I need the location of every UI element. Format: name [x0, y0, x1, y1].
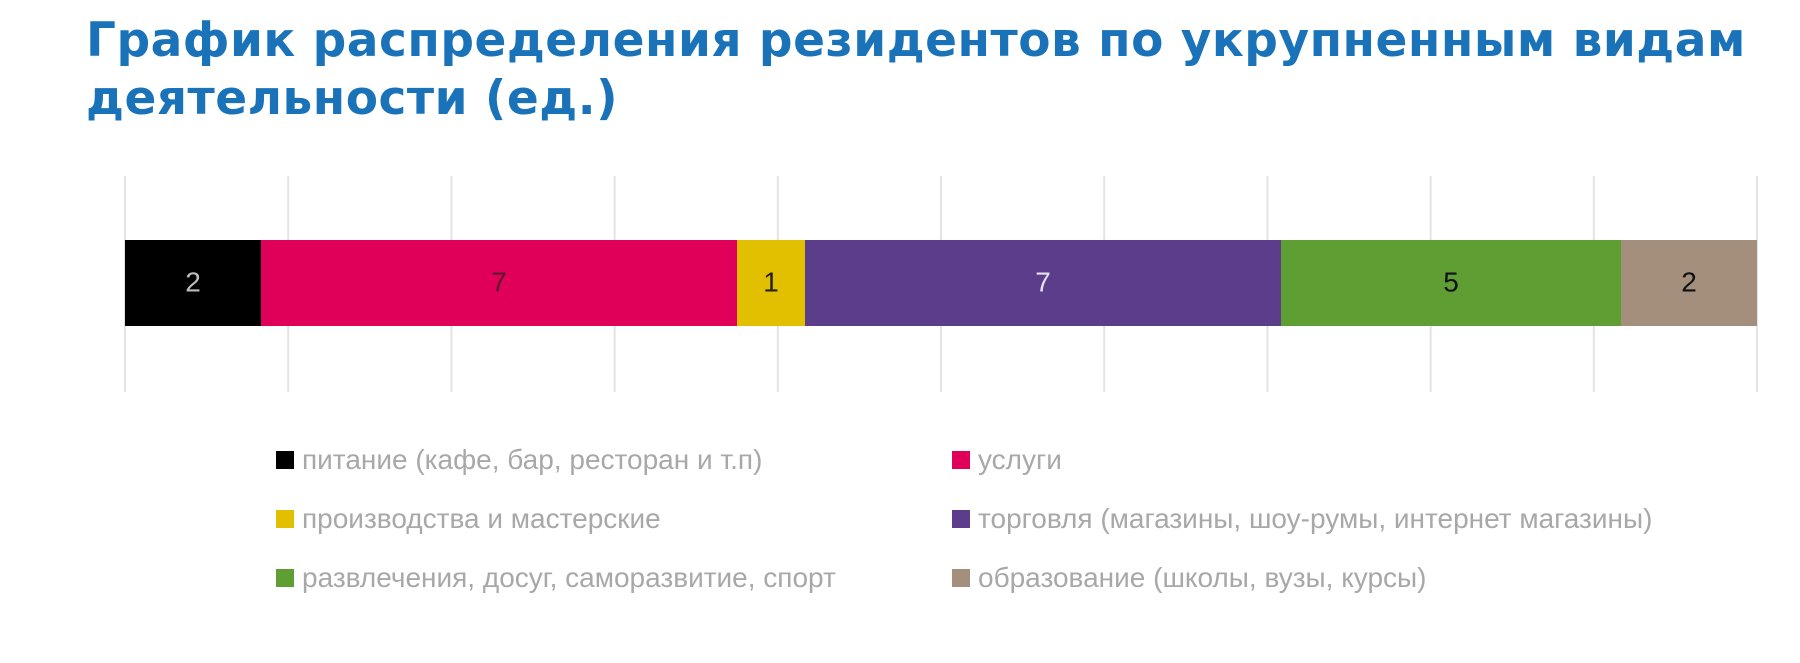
legend-swatch	[952, 451, 970, 469]
legend-label: торговля (магазины, шоу-румы, интернет м…	[978, 503, 1653, 534]
legend-item-3: производства и мастерские	[276, 502, 952, 536]
data-label-1: 2	[185, 266, 201, 297]
bar-segment-3	[737, 240, 805, 326]
legend-label: производства и мастерские	[302, 503, 661, 534]
segment-labels: 2 7 1 7 5 2	[185, 266, 1697, 297]
legend-swatch	[276, 451, 294, 469]
legend-item-6: образование (школы, вузы, курсы)	[952, 561, 1672, 595]
data-label-4: 7	[1035, 266, 1051, 297]
legend-item-4: торговля (магазины, шоу-румы, интернет м…	[952, 502, 1672, 536]
legend: питание (кафе, бар, ресторан и т.п) услуг…	[276, 443, 1672, 595]
bar-segment-4	[805, 240, 1281, 326]
bar-segment-1	[125, 240, 261, 326]
legend-label: услуги	[978, 444, 1062, 475]
data-label-5: 5	[1443, 266, 1459, 297]
legend-label: образование (школы, вузы, курсы)	[978, 562, 1427, 593]
bar-segment-5	[1281, 240, 1621, 326]
bar-segment-6	[1621, 240, 1757, 326]
legend-swatch	[952, 510, 970, 528]
legend-item-2: услуги	[952, 443, 1672, 477]
data-label-2: 7	[491, 266, 507, 297]
legend-label: развлечения, досуг, саморазвитие, спорт	[302, 562, 836, 593]
legend-swatch	[952, 569, 970, 587]
legend-label: питание (кафе, бар, ресторан и т.п)	[302, 444, 763, 475]
legend-swatch	[276, 569, 294, 587]
data-label-6: 2	[1681, 266, 1697, 297]
bar-segment-2	[261, 240, 737, 326]
chart-title: График распределения резидентов по укруп…	[86, 13, 1746, 126]
bar-segments	[125, 240, 1757, 326]
legend-item-1: питание (кафе, бар, ресторан и т.п)	[276, 443, 952, 477]
data-label-3: 1	[763, 266, 779, 297]
legend-item-5: развлечения, досуг, саморазвитие, спорт	[276, 561, 952, 595]
legend-swatch	[276, 510, 294, 528]
